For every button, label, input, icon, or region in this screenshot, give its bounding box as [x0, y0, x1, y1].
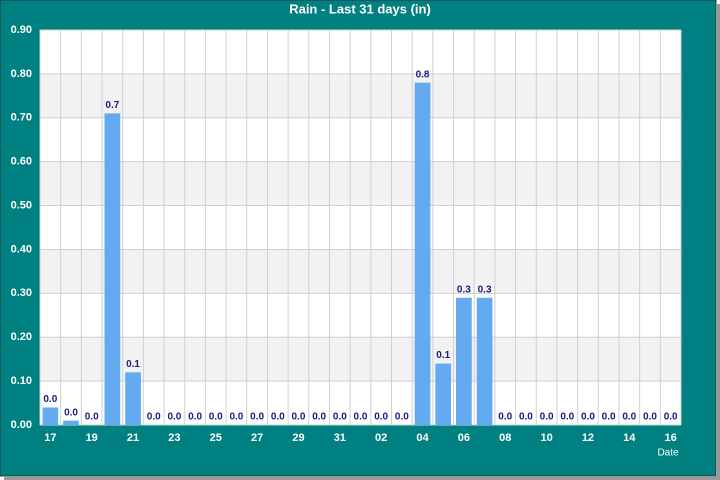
- bar: [104, 113, 121, 425]
- bar: [63, 420, 79, 425]
- x-tick-label: 21: [127, 432, 139, 444]
- x-tick-label: 17: [44, 432, 56, 444]
- value-label: 0.0: [43, 394, 57, 405]
- value-label: 0.0: [643, 412, 657, 423]
- grid-band: [40, 73, 681, 118]
- value-label: 0.0: [229, 412, 243, 423]
- value-label: 0.0: [85, 412, 99, 423]
- value-label: 0.0: [498, 412, 512, 423]
- y-tick-label: 0.00: [11, 419, 32, 431]
- value-label: 0.7: [105, 100, 119, 111]
- grid-band: [40, 337, 681, 382]
- value-label: 0.0: [374, 412, 388, 423]
- value-label: 0.0: [602, 412, 616, 423]
- value-label: 0.0: [395, 412, 409, 423]
- x-tick-label: 23: [168, 432, 180, 444]
- value-label: 0.0: [519, 412, 533, 423]
- y-tick-label: 0.30: [11, 287, 32, 299]
- y-tick-label: 0.80: [11, 68, 32, 80]
- value-label: 0.0: [188, 412, 202, 423]
- value-label: 0.0: [147, 412, 161, 423]
- shadow: [4, 476, 720, 480]
- bar: [42, 407, 59, 425]
- x-tick-label: 06: [458, 432, 470, 444]
- value-label: 0.0: [167, 412, 181, 423]
- value-label: 0.0: [560, 412, 574, 423]
- bar: [435, 363, 452, 425]
- value-label: 0.1: [436, 350, 450, 361]
- value-label: 0.3: [457, 284, 471, 295]
- y-tick-label: 0.50: [11, 199, 32, 211]
- x-tick-label: 14: [623, 432, 636, 444]
- x-tick-label: 29: [292, 432, 304, 444]
- x-tick-label: 27: [251, 432, 263, 444]
- value-label: 0.3: [478, 284, 492, 295]
- x-tick-label: 19: [86, 432, 98, 444]
- value-label: 0.0: [271, 412, 285, 423]
- y-tick-label: 0.20: [11, 331, 32, 343]
- y-tick-label: 0.90: [11, 24, 32, 36]
- value-label: 0.0: [622, 412, 636, 423]
- value-label: 0.0: [209, 412, 223, 423]
- value-label: 0.0: [292, 412, 306, 423]
- value-label: 0.0: [64, 407, 78, 418]
- x-tick-label: 04: [416, 432, 429, 444]
- x-tick-label: 25: [210, 432, 222, 444]
- value-label: 0.0: [540, 412, 554, 423]
- value-label: 0.0: [312, 412, 326, 423]
- value-label: 0.1: [126, 359, 140, 370]
- value-label: 0.0: [354, 412, 368, 423]
- bar: [125, 372, 141, 425]
- y-tick-label: 0.70: [11, 112, 32, 124]
- grid-band: [40, 161, 681, 206]
- shadow: [716, 4, 720, 480]
- x-tick-label: 02: [375, 432, 387, 444]
- value-label: 0.0: [581, 412, 595, 423]
- plot-layer: [39, 29, 682, 426]
- x-tick-label: 08: [499, 432, 511, 444]
- y-tick-label: 0.40: [11, 243, 32, 255]
- value-label: 0.0: [664, 412, 678, 423]
- y-tick-label: 0.60: [11, 156, 32, 168]
- value-label: 0.8: [416, 69, 430, 80]
- value-label: 0.0: [250, 412, 264, 423]
- grid-band: [40, 249, 681, 294]
- value-label: 0.0: [333, 412, 347, 423]
- bar: [456, 297, 472, 425]
- y-tick-label: 0.10: [11, 375, 32, 387]
- x-axis-label: Date: [657, 448, 679, 459]
- bar: [414, 82, 431, 426]
- x-tick-label: 12: [582, 432, 594, 444]
- x-tick-label: 10: [540, 432, 552, 444]
- x-tick-label: 16: [665, 432, 677, 444]
- x-tick-label: 31: [334, 432, 346, 444]
- chart-title: Rain - Last 31 days (in): [289, 1, 431, 16]
- bar: [476, 297, 493, 425]
